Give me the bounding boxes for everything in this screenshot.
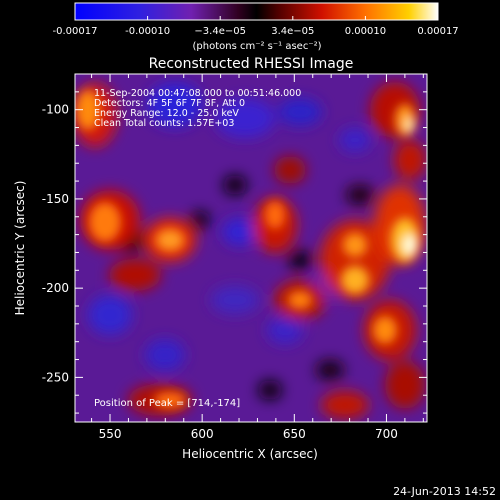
y-tick-label: -100 bbox=[42, 103, 69, 117]
y-axis-label: Heliocentric Y (arcsec) bbox=[13, 181, 27, 316]
x-axis-label: Heliocentric X (arcsec) bbox=[182, 447, 318, 461]
y-tick-label: -150 bbox=[42, 192, 69, 206]
plot-title: Reconstructed RHESSI Image bbox=[149, 56, 354, 72]
colorbar-gradient bbox=[74, 2, 439, 21]
plot-frame bbox=[74, 73, 428, 423]
y-tick-label: -200 bbox=[42, 281, 69, 295]
x-tick-label: 650 bbox=[283, 427, 306, 441]
y-tick-label: -250 bbox=[42, 370, 69, 384]
observation-info: 11-Sep-2004 00:47:08.000 to 00:51:46.000… bbox=[94, 88, 301, 129]
observation-info-line: Clean Total counts: 1.57E+03 bbox=[94, 118, 234, 129]
colorbar-tick-label: 3.4e−05 bbox=[271, 26, 314, 37]
colorbar-unit-label: (photons cm⁻² s⁻¹ asec⁻²) bbox=[192, 41, 321, 52]
heatmap-image bbox=[75, 74, 427, 422]
colorbar-tick-label: 0.00010 bbox=[345, 26, 386, 37]
x-tick-label: 550 bbox=[99, 427, 122, 441]
colorbar-tick-label: -0.00017 bbox=[53, 26, 98, 37]
x-tick-label: 700 bbox=[375, 427, 398, 441]
colorbar-tick-label: −3.4e−05 bbox=[194, 26, 246, 37]
peak-position-label: Position of Peak = [714,-174] bbox=[94, 398, 240, 409]
observation-info-line: 11-Sep-2004 00:47:08.000 to 00:51:46.000 bbox=[94, 88, 301, 99]
colorbar: -0.00017 -0.00010 −3.4e−05 3.4e−05 0.00010 0.… bbox=[53, 2, 459, 52]
observation-info-line: Energy Range: 12.0 - 25.0 keV bbox=[94, 108, 239, 119]
colorbar-tick-label: -0.00010 bbox=[125, 26, 170, 37]
observation-info-line: Detectors: 4F 5F 6F 7F 8F, Att 0 bbox=[94, 98, 245, 109]
x-tick-label: 600 bbox=[191, 427, 214, 441]
colorbar-tick-label: 0.00017 bbox=[417, 26, 458, 37]
axis-ticks bbox=[75, 73, 427, 422]
x-tick-labels: 550 600 650 700 bbox=[99, 427, 398, 441]
footer-timestamp: 24-Jun-2013 14:52 bbox=[393, 485, 496, 498]
y-tick-labels: -100 -150 -200 -250 bbox=[42, 103, 69, 385]
colorbar-ticks: -0.00017 -0.00010 −3.4e−05 3.4e−05 0.00010 0.… bbox=[53, 16, 459, 37]
